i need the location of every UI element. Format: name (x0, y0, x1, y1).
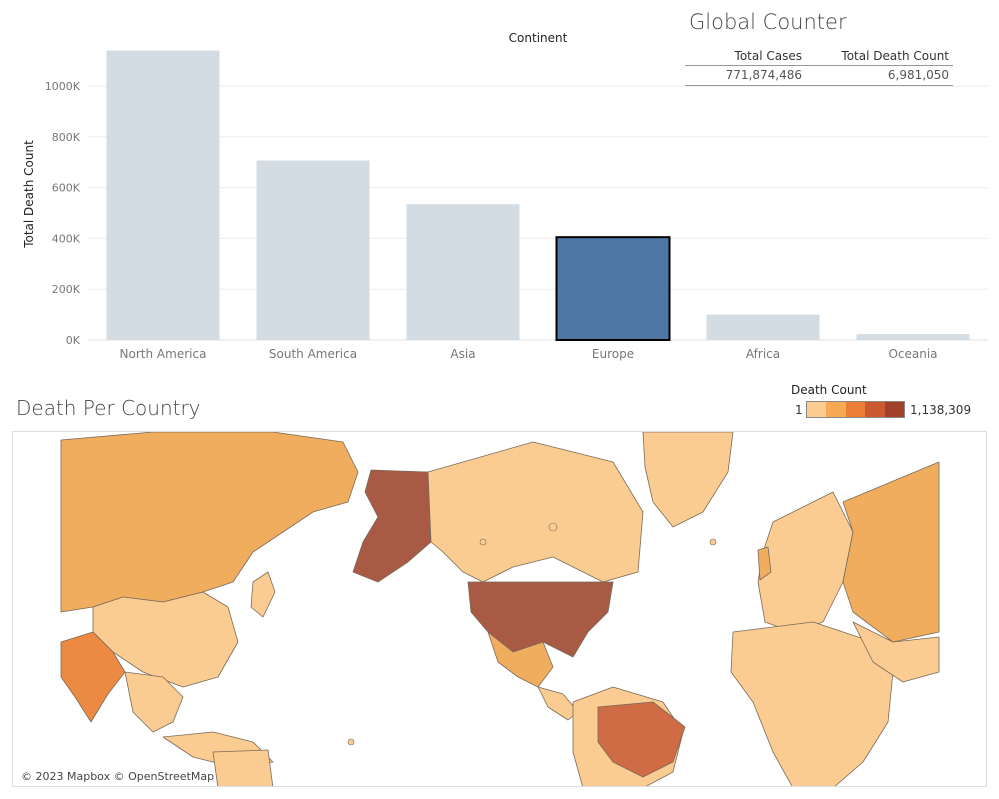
y-tick-label: 800K (52, 131, 81, 144)
southeast-asia-region (124, 671, 184, 733)
brazil-region (597, 701, 686, 778)
usa-region (467, 581, 614, 658)
y-axis-title: Total Death Count (22, 140, 36, 249)
bar-asia (406, 204, 520, 340)
map-attribution[interactable]: © 2023 Mapbox © OpenStreetMap (21, 770, 215, 783)
greenland-region (642, 432, 734, 528)
total-death-count-header: Total Death Count (841, 49, 949, 63)
total-cases-value: 771,874,486 (725, 68, 802, 82)
middle-east-region (852, 621, 940, 683)
alaska-region (352, 469, 432, 583)
map-canvas[interactable] (13, 432, 987, 787)
canada-region (427, 441, 644, 583)
uk-region (757, 546, 772, 581)
bar-africa (706, 314, 820, 340)
bar-north-america (106, 50, 220, 341)
europe-region (757, 491, 854, 633)
y-tick-label: 1000K (45, 80, 81, 93)
island (347, 738, 355, 746)
counter-value-row: 771,874,486 6,981,050 (685, 66, 953, 86)
counter-header-row: Total Cases Total Death Count (685, 48, 953, 66)
bar-oceania (856, 334, 970, 340)
legend-color-scale (806, 401, 905, 418)
australia-region (212, 749, 274, 786)
legend-swatch (865, 402, 885, 417)
island (709, 538, 717, 546)
bar-europe (555, 236, 671, 342)
global-counter-title: Global Counter (689, 10, 847, 34)
x-tick-label: Africa (746, 347, 780, 361)
legend-title: Death Count (791, 383, 867, 397)
y-tick-label: 0K (66, 334, 81, 347)
legend-swatch (884, 402, 905, 417)
global-counter-table: Total Cases Total Death Count 771,874,48… (685, 48, 953, 86)
x-tick-label: Oceania (888, 347, 937, 361)
bar-chart: 0K 200K 400K 600K 800K 1000K Continent Total De… (22, 31, 988, 361)
x-tick-label: North America (120, 347, 207, 361)
map-title: Death Per Country (16, 396, 201, 420)
legend-swatch (845, 402, 866, 417)
mexico-region (487, 631, 554, 688)
japan-region (250, 571, 276, 618)
central-america-region (537, 686, 579, 721)
island (479, 538, 487, 546)
total-death-count-value: 6,981,050 (887, 68, 949, 82)
russia-asia-region (60, 432, 359, 613)
map-land (60, 432, 940, 786)
legend-swatch (807, 402, 827, 417)
legend-min-label: 1 (795, 403, 803, 417)
russia-europe-region (842, 461, 940, 643)
india-region (60, 631, 126, 723)
choropleth-map[interactable]: © 2023 Mapbox © OpenStreetMap (12, 431, 987, 787)
y-tick-label: 400K (52, 232, 81, 245)
y-tick-label: 600K (52, 182, 81, 195)
bar-south-america (256, 160, 370, 340)
legend-swatch (826, 402, 846, 417)
x-tick-label: Europe (592, 347, 634, 361)
map-islands (347, 522, 717, 746)
x-axis-title: Continent (509, 31, 568, 45)
island (548, 522, 558, 532)
x-tick-label: South America (269, 347, 357, 361)
legend-max-label: 1,138,309 (910, 403, 972, 417)
x-tick-label: Asia (450, 347, 475, 361)
total-cases-header: Total Cases (734, 49, 802, 63)
y-tick-label: 200K (52, 283, 81, 296)
